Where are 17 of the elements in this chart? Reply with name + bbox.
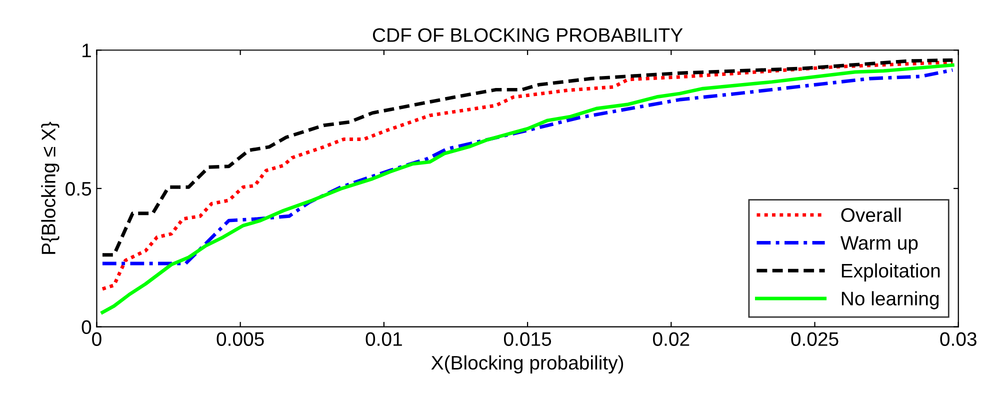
y-tick-label: 0.5	[66, 182, 92, 196]
x-tick-label: 0.03	[940, 332, 976, 346]
chart-title: CDF OF BLOCKING PROBABILITY	[372, 28, 683, 42]
x-tick-label: 0.015	[504, 332, 552, 346]
legend-label: Warm up	[840, 236, 918, 254]
legend-label: No learning	[842, 291, 939, 310]
y-axis-title: P{Blocking ≤ X}	[41, 122, 60, 254]
legend-label: Overall	[841, 208, 901, 222]
x-tick-label: 0	[92, 332, 102, 346]
y-tick-label: 0	[82, 320, 92, 334]
x-tick-label: 0.02	[653, 332, 690, 346]
x-axis-title: X(Blocking probability)	[431, 355, 624, 374]
x-tick-label: 0.025	[791, 332, 838, 346]
legend-label: Exploitation	[842, 263, 940, 282]
y-tick-label: 1	[82, 44, 91, 58]
x-tick-label: 0.005	[216, 332, 264, 346]
x-tick-label: 0.01	[366, 332, 402, 346]
